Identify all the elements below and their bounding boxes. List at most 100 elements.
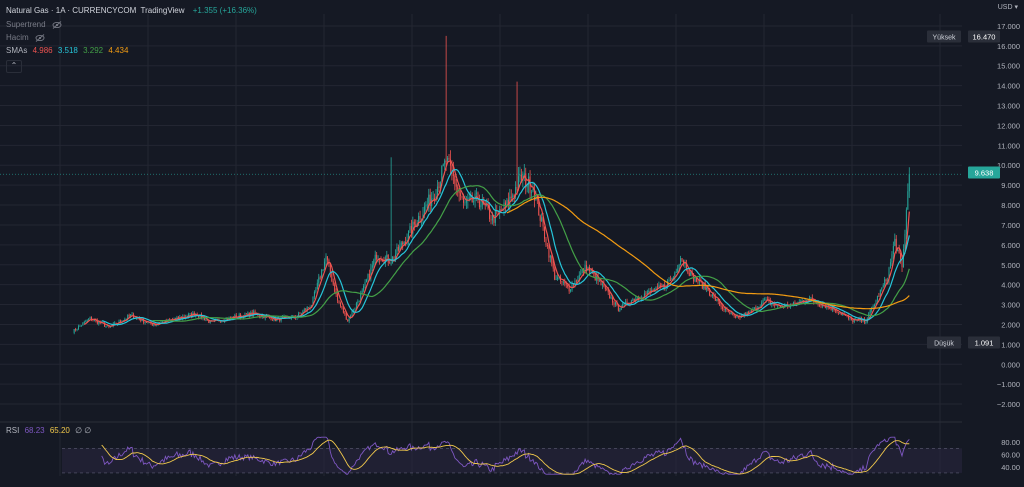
candle-body	[520, 174, 522, 180]
candle-body	[845, 315, 847, 316]
candle-body	[766, 299, 768, 300]
candle-body	[76, 329, 78, 330]
candle-body	[850, 318, 852, 320]
candle-body	[299, 313, 301, 315]
eye-slash-icon[interactable]	[52, 21, 62, 29]
price-axis[interactable]: 17.000 16.000 15.000 14.000 13.000 12.000 11.0…	[927, 0, 1024, 482]
candle-body	[500, 209, 502, 211]
sma-line	[506, 196, 910, 310]
candle-body	[829, 307, 831, 309]
candle-body	[423, 206, 425, 214]
candle-body	[154, 324, 156, 326]
candle-body	[507, 199, 509, 206]
candle-body	[370, 267, 372, 278]
candle-body	[352, 310, 355, 312]
candle-body	[400, 242, 402, 246]
candle-body	[820, 305, 822, 307]
candle-body	[881, 287, 883, 290]
candle-body	[531, 191, 533, 193]
candle-body	[625, 301, 627, 303]
candle-body	[189, 313, 191, 315]
candle-body	[865, 322, 867, 323]
candle-body	[658, 285, 660, 288]
candle-body	[730, 313, 732, 315]
candle-body	[438, 186, 440, 188]
candle-body	[614, 302, 616, 305]
candle-body	[723, 308, 725, 311]
candle-body	[364, 282, 366, 287]
candle-body	[669, 279, 671, 281]
candle-body	[313, 291, 315, 297]
collapse-legend-button[interactable]: ⌃	[6, 60, 22, 73]
currency-selector[interactable]: USD ▾	[997, 4, 1018, 11]
high-price-label: Yüksek	[933, 34, 956, 41]
candle-body	[447, 158, 449, 163]
candle-body	[235, 315, 237, 318]
price-tick-label: 7.000	[1001, 221, 1020, 230]
grid	[0, 14, 1024, 476]
candle-body	[481, 199, 483, 206]
supertrend-legend[interactable]: Supertrend	[6, 20, 62, 30]
candle-body	[575, 280, 577, 282]
candle-body	[141, 318, 143, 321]
candle-body	[476, 192, 478, 194]
high-price-value: 16.470	[973, 32, 996, 41]
candle-body	[694, 277, 696, 282]
candle-body	[619, 309, 621, 311]
high-price-marker	[968, 30, 1000, 43]
rsi-extra: ∅ ∅	[75, 426, 92, 435]
candle-body	[403, 241, 405, 245]
candle-body	[610, 297, 612, 299]
candle-body	[415, 224, 417, 227]
candle-body	[351, 311, 353, 317]
candle-body	[93, 319, 95, 321]
candle-body	[477, 192, 479, 202]
eye-slash-icon[interactable]	[35, 34, 45, 42]
candle-body	[326, 256, 328, 260]
last-price-marker	[968, 166, 1000, 179]
price-tick-label: −1.000	[997, 380, 1020, 389]
candle-body	[716, 299, 718, 301]
price-tick-label: 2.000	[1001, 320, 1020, 329]
sma-line	[152, 185, 910, 322]
candle-body	[719, 301, 721, 306]
candle-body	[506, 199, 508, 206]
candle-body	[872, 306, 874, 308]
candle-body	[645, 293, 647, 295]
candle-body	[321, 269, 323, 279]
candle-body	[821, 304, 823, 307]
candle-body	[493, 215, 495, 223]
price-tick-label: 17.000	[997, 22, 1020, 31]
candle-body	[480, 205, 482, 208]
candle-body	[258, 315, 260, 317]
candle-body	[696, 277, 698, 282]
candle-body	[876, 295, 878, 301]
candle-body	[302, 311, 304, 314]
candle-body	[357, 301, 359, 303]
rsi-legend: RSI 68.23 65.20 ∅ ∅	[6, 426, 91, 436]
candle-body	[839, 312, 841, 314]
candle-body	[836, 310, 838, 313]
smas-legend[interactable]: SMAs 4.986 3.518 3.292 4.434	[6, 46, 128, 56]
candle-body	[203, 317, 205, 321]
candle-body	[580, 272, 582, 275]
candle-body	[594, 273, 596, 281]
candle-body	[753, 307, 755, 309]
candle-body	[567, 284, 569, 287]
candle-body	[885, 279, 887, 282]
volume-legend[interactable]: Hacim	[6, 33, 45, 43]
candle-body	[119, 320, 121, 322]
candle-body	[127, 315, 129, 319]
candle-body	[373, 260, 375, 266]
candle-body	[89, 317, 91, 320]
candle-body	[651, 290, 653, 292]
candle-body	[697, 281, 699, 283]
price-tick-label: 0.000	[1001, 360, 1020, 369]
candle-body	[635, 299, 637, 301]
candle-body	[125, 318, 127, 320]
candle-body	[478, 201, 480, 208]
candle-body	[462, 197, 465, 203]
